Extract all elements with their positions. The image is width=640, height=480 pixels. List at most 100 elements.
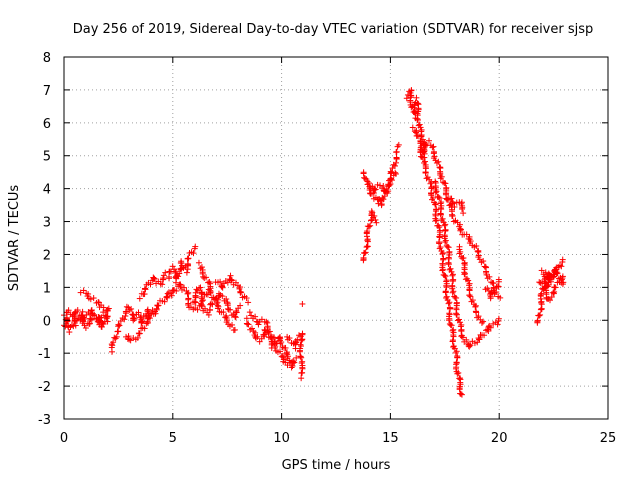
data-point bbox=[453, 311, 460, 318]
data-point bbox=[183, 269, 190, 276]
data-point bbox=[237, 289, 244, 296]
x-tick-labels: 0 5 10 15 20 25 bbox=[60, 431, 616, 446]
data-point bbox=[467, 238, 474, 245]
data-point bbox=[109, 342, 116, 349]
data-point bbox=[293, 339, 300, 346]
data-point bbox=[449, 278, 456, 285]
data-point bbox=[136, 295, 143, 302]
data-point bbox=[438, 173, 445, 180]
data-point bbox=[184, 260, 191, 267]
data-point bbox=[449, 198, 456, 205]
data-point bbox=[408, 104, 415, 111]
data-point bbox=[82, 325, 89, 332]
data-point bbox=[224, 279, 231, 286]
data-point bbox=[372, 216, 379, 223]
data-point bbox=[193, 286, 200, 293]
x-tick-label: 10 bbox=[273, 431, 290, 446]
data-point bbox=[369, 209, 376, 216]
data-point bbox=[446, 315, 453, 322]
data-point bbox=[472, 303, 479, 310]
data-point bbox=[422, 163, 429, 170]
data-point bbox=[395, 141, 402, 148]
data-point bbox=[449, 338, 456, 345]
data-point bbox=[190, 250, 197, 257]
y-axis-label: SDTVAR / TECUs bbox=[7, 185, 22, 292]
y-tick-label: -1 bbox=[38, 347, 51, 362]
data-point bbox=[105, 305, 112, 312]
data-point bbox=[391, 162, 398, 169]
data-point bbox=[372, 186, 379, 193]
data-point bbox=[81, 315, 88, 322]
data-point bbox=[126, 336, 133, 343]
data-point bbox=[538, 267, 545, 274]
data-point bbox=[417, 124, 424, 131]
data-point bbox=[177, 265, 184, 272]
data-point bbox=[457, 319, 464, 326]
data-point bbox=[440, 249, 447, 256]
data-point bbox=[417, 148, 424, 155]
data-point bbox=[277, 348, 284, 355]
data-point bbox=[442, 239, 449, 246]
data-point bbox=[440, 256, 447, 263]
data-point bbox=[422, 169, 429, 176]
data-point bbox=[155, 302, 162, 309]
data-point bbox=[365, 180, 372, 187]
data-point bbox=[542, 284, 549, 291]
data-point bbox=[198, 264, 205, 271]
data-point bbox=[160, 272, 167, 279]
data-point bbox=[422, 158, 429, 165]
data-point bbox=[475, 313, 482, 320]
data-point bbox=[433, 188, 440, 195]
data-point bbox=[228, 276, 235, 283]
data-point bbox=[480, 258, 487, 265]
data-point bbox=[288, 364, 295, 371]
data-point bbox=[432, 217, 439, 224]
data-point bbox=[194, 287, 201, 294]
data-point bbox=[457, 390, 464, 397]
data-point bbox=[460, 254, 467, 261]
data-point bbox=[418, 126, 425, 133]
data-point bbox=[185, 289, 192, 296]
data-point bbox=[207, 306, 214, 313]
data-point bbox=[95, 299, 102, 306]
data-point bbox=[469, 297, 476, 304]
data-point bbox=[258, 316, 265, 323]
data-point bbox=[415, 133, 422, 140]
data-point bbox=[432, 189, 439, 196]
data-point bbox=[123, 308, 130, 315]
data-point bbox=[487, 293, 494, 300]
data-point bbox=[456, 385, 463, 392]
data-point bbox=[272, 343, 279, 350]
data-point bbox=[246, 309, 253, 316]
data-point bbox=[98, 323, 105, 330]
data-point bbox=[192, 243, 199, 250]
data-point bbox=[231, 326, 238, 333]
data-point bbox=[481, 332, 488, 339]
data-point bbox=[212, 295, 219, 302]
data-point bbox=[173, 287, 180, 294]
data-point bbox=[414, 116, 421, 123]
data-point bbox=[419, 154, 426, 161]
data-point bbox=[299, 300, 306, 307]
data-point bbox=[475, 335, 482, 342]
data-point bbox=[453, 305, 460, 312]
data-point bbox=[130, 315, 137, 322]
data-point bbox=[207, 289, 214, 296]
data-point bbox=[237, 302, 244, 309]
data-point bbox=[296, 347, 303, 354]
y-tick-label: 7 bbox=[43, 84, 51, 99]
data-point bbox=[74, 307, 81, 314]
data-point bbox=[432, 201, 439, 208]
data-point bbox=[255, 321, 262, 328]
data-point bbox=[115, 321, 122, 328]
data-point bbox=[101, 318, 108, 325]
data-point bbox=[429, 144, 436, 151]
data-point bbox=[445, 300, 452, 307]
data-point bbox=[364, 228, 371, 235]
data-point bbox=[124, 335, 131, 342]
data-point bbox=[299, 364, 306, 371]
data-point bbox=[121, 316, 128, 323]
data-point bbox=[466, 343, 473, 350]
data-point bbox=[207, 300, 214, 307]
data-point bbox=[436, 224, 443, 231]
